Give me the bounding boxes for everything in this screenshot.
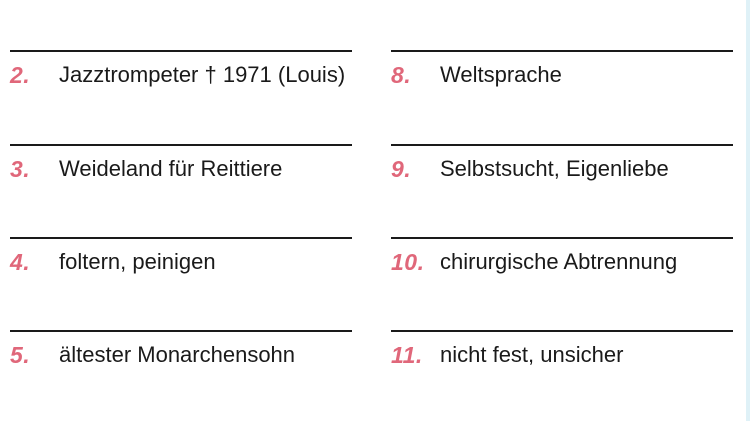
clue-entry: 11. nicht fest, unsicher bbox=[391, 330, 733, 390]
answer-line[interactable] bbox=[391, 50, 733, 52]
clue-text: Weideland für Reittiere bbox=[59, 156, 283, 181]
clue-number: 11. bbox=[391, 342, 423, 368]
clue-text: Weltsprache bbox=[440, 62, 562, 87]
answer-line[interactable] bbox=[10, 330, 352, 332]
clue-number: 5. bbox=[10, 342, 31, 368]
clue-number: 2. bbox=[10, 62, 31, 88]
answer-line[interactable] bbox=[391, 330, 733, 332]
clue-entry: 8. Weltsprache bbox=[391, 50, 733, 110]
clue-number: 10. bbox=[391, 249, 425, 275]
clue-entry: 9. Selbstsucht, Eigenliebe bbox=[391, 144, 733, 204]
answer-line[interactable] bbox=[10, 50, 352, 52]
answer-line[interactable] bbox=[10, 144, 352, 146]
clue-text: Jazztrompeter † 1971 (Louis) bbox=[59, 62, 346, 87]
answer-line[interactable] bbox=[391, 237, 733, 239]
clue-entry: 2. Jazztrompeter † 1971 (Louis) bbox=[10, 50, 352, 110]
clue-text: foltern, peinigen bbox=[59, 249, 216, 274]
clue-entry: 4. foltern, peinigen bbox=[10, 237, 352, 297]
clue-entry: 5. ältester Monarchensohn bbox=[10, 330, 352, 390]
answer-line[interactable] bbox=[10, 237, 352, 239]
clue-number: 8. bbox=[391, 62, 412, 88]
clue-text: Selbstsucht, Eigenliebe bbox=[440, 156, 669, 181]
clue-text: ältester Monarchensohn bbox=[59, 342, 296, 367]
clue-number: 9. bbox=[391, 156, 412, 182]
clue-entry: 10. chirurgische Abtrennung bbox=[391, 237, 733, 297]
answer-line[interactable] bbox=[391, 144, 733, 146]
clue-number: 3. bbox=[10, 156, 31, 182]
clue-text: chirurgische Abtrennung bbox=[440, 249, 678, 274]
clue-text: nicht fest, unsicher bbox=[440, 342, 624, 367]
clue-entry: 3. Weideland für Reittiere bbox=[10, 144, 352, 204]
clue-number: 4. bbox=[10, 249, 31, 275]
page-edge-strip bbox=[746, 0, 750, 421]
